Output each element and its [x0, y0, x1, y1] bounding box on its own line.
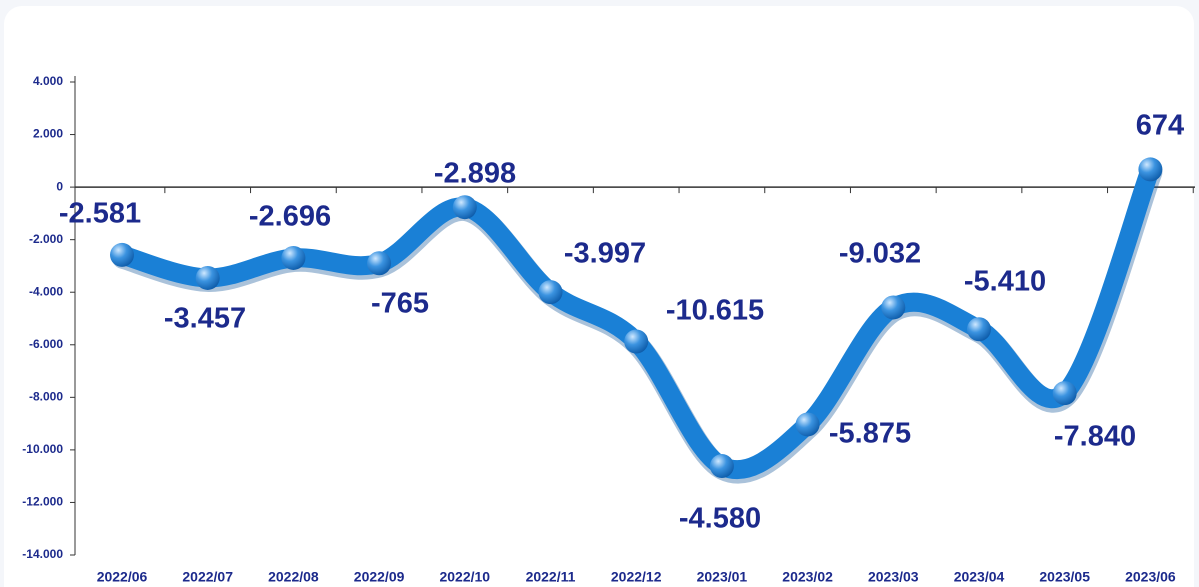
value-label: -5.410: [964, 266, 1046, 298]
value-label: -3.457: [164, 303, 246, 335]
value-label: -2.696: [249, 201, 331, 233]
x-tick-label: 2023/02: [782, 569, 833, 585]
x-tick-label: 2022/09: [354, 569, 405, 585]
point: [367, 251, 392, 276]
x-tick-label: 2022/08: [268, 569, 319, 585]
y-tick-label: -14.000: [22, 547, 63, 561]
point: [709, 454, 734, 479]
x-tick-label: 2023/01: [697, 569, 748, 585]
value-label: -10.615: [666, 295, 764, 327]
value-label: -9.032: [839, 238, 921, 270]
value-label: -5.875: [829, 418, 911, 450]
y-tick-label: 0: [56, 179, 63, 193]
point: [195, 265, 220, 290]
x-tick-label: 2022/06: [97, 569, 148, 585]
point: [452, 195, 477, 220]
y-tick-label: -10.000: [22, 442, 63, 456]
x-tick-label: 2022/11: [526, 569, 576, 585]
value-label: -3.997: [564, 238, 646, 270]
y-tick-label: 4.000: [33, 74, 63, 88]
y-tick-label: -12.000: [22, 495, 63, 509]
point: [881, 295, 906, 320]
x-tick-label: 2022/12: [611, 569, 662, 585]
y-tick-label: 2.000: [33, 127, 63, 141]
y-tick-label: -6.000: [29, 337, 63, 351]
value-label: 674: [1136, 110, 1184, 142]
y-tick-label: -2.000: [29, 232, 63, 246]
x-tick-label: 2023/06: [1125, 569, 1176, 585]
point: [1052, 381, 1077, 406]
point: [1138, 157, 1163, 182]
x-tick-label: 2022/07: [182, 569, 233, 585]
point: [538, 280, 563, 305]
y-tick-label: -8.000: [29, 390, 63, 404]
value-label: -2.581: [59, 198, 141, 230]
x-tick-label: 2023/03: [868, 569, 919, 585]
value-label: -765: [371, 288, 429, 320]
y-tick-label: -4.000: [29, 284, 63, 298]
panel: [4, 6, 1194, 587]
point: [281, 245, 306, 270]
x-tick-label: 2023/04: [954, 569, 1005, 585]
point: [795, 412, 820, 437]
x-tick-label: 2023/05: [1039, 569, 1090, 585]
value-label: -4.580: [679, 503, 761, 535]
value-label: -7.840: [1054, 421, 1136, 453]
value-label: -2.898: [434, 158, 516, 190]
line: [112, 159, 1160, 480]
x-tick-label: 2022/10: [439, 569, 490, 585]
point: [110, 242, 134, 267]
point: [624, 329, 649, 354]
point: [967, 317, 991, 342]
